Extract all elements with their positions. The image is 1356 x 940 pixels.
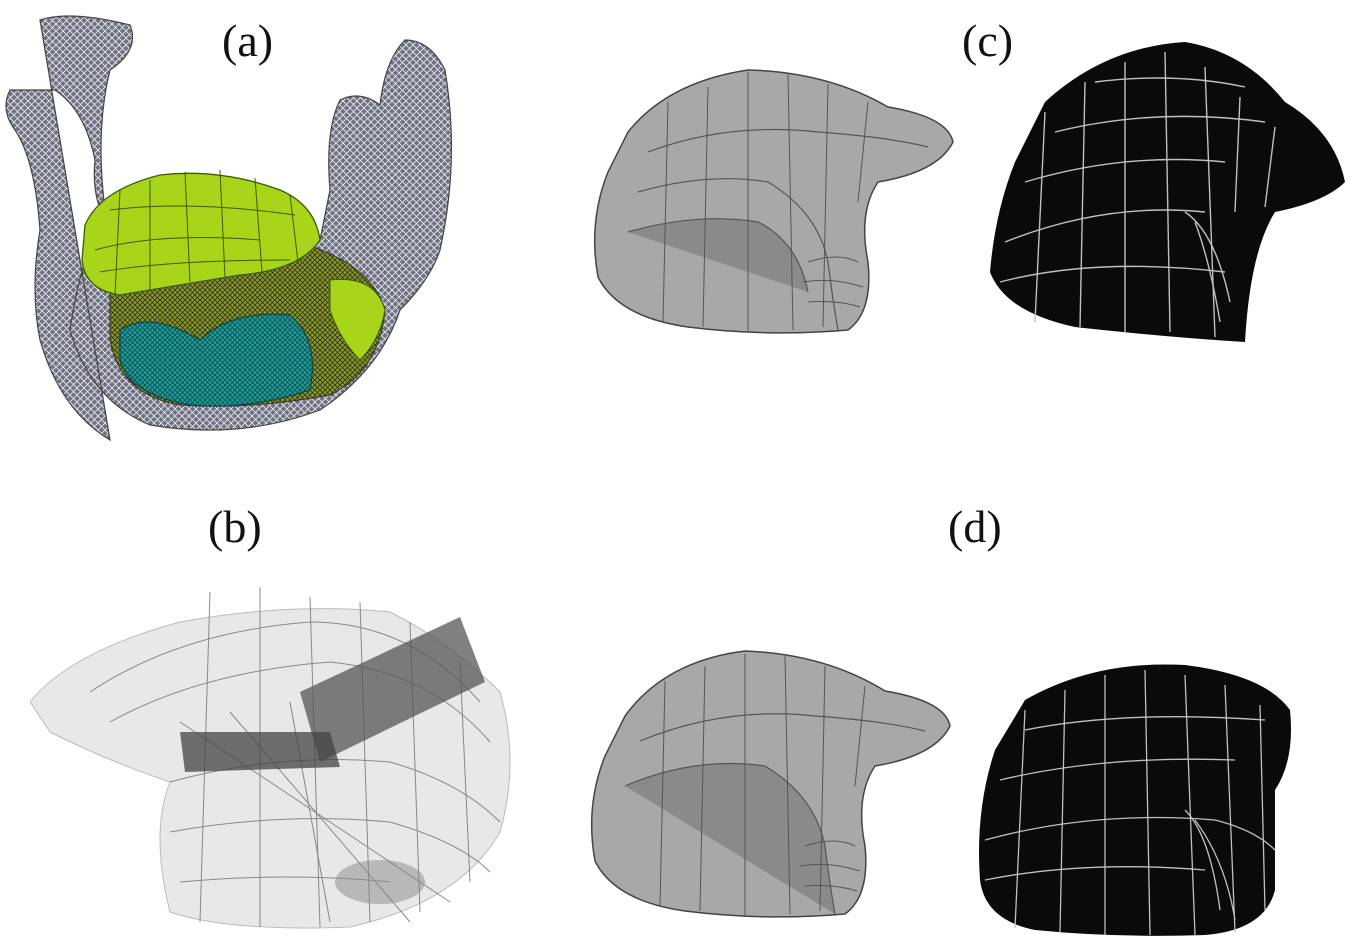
panel-d-solid-model — [590, 650, 951, 918]
panel-label-d: (d) — [948, 501, 1002, 552]
wireframe-model-outline — [979, 664, 1291, 936]
cyan-tissue-mesh — [119, 313, 313, 407]
dark-band-lower — [180, 732, 340, 772]
panel-c-wireframe-model — [990, 42, 1345, 342]
panel-c-solid-model — [593, 69, 954, 334]
panel-label-c: (c) — [962, 15, 1014, 66]
tongue-surface — [81, 172, 321, 296]
panel-a-mandible-tongue-model — [5, 15, 453, 442]
panel-label-b: (b) — [208, 501, 262, 552]
panel-b-transparent-wireframe — [30, 587, 511, 929]
dark-band-upper — [300, 617, 485, 762]
solid-model-outline — [593, 69, 954, 334]
panel-label-a: (a) — [222, 15, 274, 66]
panel-d-wireframe-model — [979, 664, 1291, 936]
